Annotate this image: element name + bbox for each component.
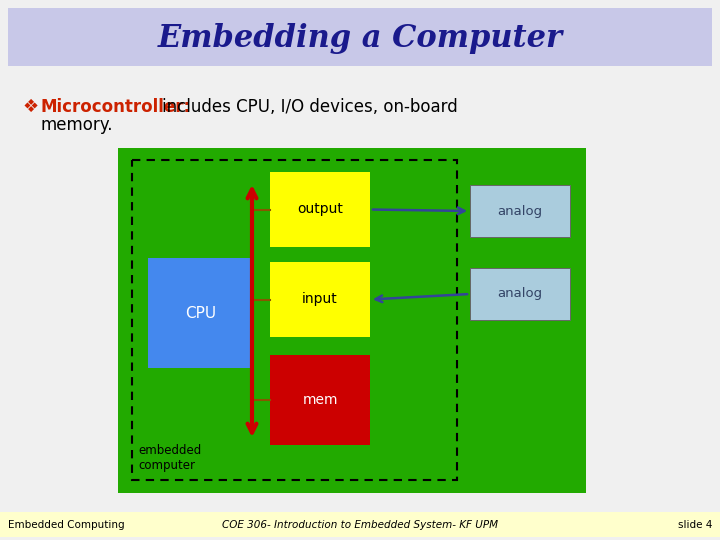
FancyBboxPatch shape bbox=[470, 268, 570, 320]
Text: analog: analog bbox=[498, 205, 543, 218]
FancyBboxPatch shape bbox=[118, 148, 586, 493]
Text: COE 306- Introduction to Embedded System- KF UPM: COE 306- Introduction to Embedded System… bbox=[222, 519, 498, 530]
Text: ❖: ❖ bbox=[22, 98, 38, 116]
Text: CPU: CPU bbox=[185, 306, 216, 321]
Text: input: input bbox=[302, 293, 338, 307]
Text: slide 4: slide 4 bbox=[678, 519, 712, 530]
FancyBboxPatch shape bbox=[8, 8, 712, 66]
Text: includes CPU, I/O devices, on-board: includes CPU, I/O devices, on-board bbox=[162, 98, 458, 116]
FancyBboxPatch shape bbox=[270, 172, 370, 247]
FancyBboxPatch shape bbox=[270, 355, 370, 445]
Text: output: output bbox=[297, 202, 343, 217]
Text: Embedded Computing: Embedded Computing bbox=[8, 519, 125, 530]
FancyBboxPatch shape bbox=[470, 185, 570, 237]
Text: analog: analog bbox=[498, 287, 543, 300]
FancyBboxPatch shape bbox=[148, 258, 253, 368]
Text: mem: mem bbox=[302, 393, 338, 407]
Text: memory.: memory. bbox=[40, 116, 112, 134]
Text: embedded
computer: embedded computer bbox=[138, 444, 202, 472]
FancyBboxPatch shape bbox=[0, 512, 720, 537]
Text: Microcontroller:: Microcontroller: bbox=[40, 98, 190, 116]
FancyBboxPatch shape bbox=[270, 262, 370, 337]
Text: Embedding a Computer: Embedding a Computer bbox=[158, 24, 562, 55]
